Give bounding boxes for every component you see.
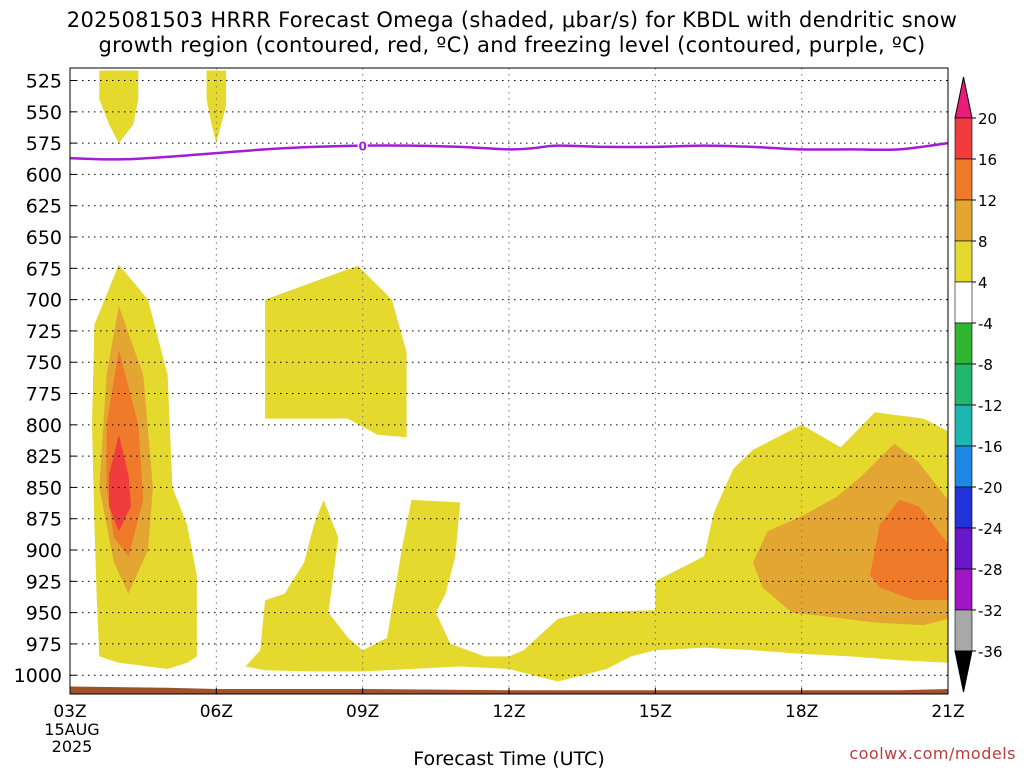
colorbar-label: -20 xyxy=(978,479,1003,497)
x-tick-label: 18Z xyxy=(785,702,818,722)
y-tick-label: 825 xyxy=(26,446,62,468)
colorbar-label: -24 xyxy=(978,520,1003,538)
y-axis: 525 550 575 600 625 650 675 700 725 750 775 800 825 8… xyxy=(14,71,76,687)
colorbar-top-triangle xyxy=(954,76,973,119)
x-tick-label: 15Z xyxy=(639,702,672,722)
y-tick-label: 575 xyxy=(26,133,62,155)
colorbar-label: -12 xyxy=(978,397,1003,415)
colorbar-label: 4 xyxy=(978,274,988,292)
colorbar-label: 16 xyxy=(978,151,997,169)
colorbar-bin xyxy=(954,117,973,160)
credit-text: coolwx.com/models xyxy=(849,744,1016,763)
freezing-level-label: 0 xyxy=(358,140,366,154)
x-tick-label: 21Z xyxy=(931,702,964,722)
colorbar-label: -8 xyxy=(978,356,993,374)
omega-region-1 xyxy=(206,70,227,144)
y-tick-label: 625 xyxy=(26,196,62,218)
colorbar-bin xyxy=(954,568,973,611)
colorbar-label: 8 xyxy=(978,233,988,251)
grid-lines xyxy=(70,68,948,694)
omega-region-9 xyxy=(870,499,948,601)
colorbar: 20 16 12 8 4 -4 -8 -12 -16 -20 -24 -28 -32 -36 xyxy=(954,76,1003,693)
colorbar-bin xyxy=(954,363,973,406)
y-tick-label: 550 xyxy=(26,102,62,124)
colorbar-bin xyxy=(954,609,973,652)
y-tick-label: 850 xyxy=(26,477,62,499)
colorbar-bin xyxy=(954,322,973,365)
x-tick-label: 12Z xyxy=(492,702,525,722)
colorbar-bin xyxy=(954,404,973,447)
y-tick-label: 975 xyxy=(26,634,62,656)
freezing-level-contour: 0 xyxy=(69,138,949,161)
freezing-level-label-bg xyxy=(357,138,368,153)
omega-region-0 xyxy=(99,70,139,144)
y-tick-label: 725 xyxy=(26,321,62,343)
x-date-label: 2025 xyxy=(52,737,93,756)
y-tick-label: 525 xyxy=(26,71,62,93)
colorbar-label: -16 xyxy=(978,438,1003,456)
x-tick-label: 06Z xyxy=(200,702,233,722)
y-tick-label: 675 xyxy=(26,258,62,280)
x-axis-label: Forecast Time (UTC) xyxy=(413,748,604,768)
omega-region-5 xyxy=(109,434,131,532)
x-tick-label: 03Z xyxy=(53,702,86,722)
colorbar-bin xyxy=(954,281,973,324)
x-tick-label: 09Z xyxy=(346,702,379,722)
colorbar-label: 20 xyxy=(978,110,997,128)
y-tick-label: 650 xyxy=(26,227,62,249)
omega-shading xyxy=(92,70,949,682)
colorbar-bin xyxy=(954,527,973,570)
y-tick-label: 1000 xyxy=(14,665,62,687)
y-tick-label: 600 xyxy=(26,164,62,186)
y-tick-label: 900 xyxy=(26,540,62,562)
colorbar-bin xyxy=(954,158,973,201)
colorbar-label: -36 xyxy=(978,643,1003,661)
freezing-level-line xyxy=(69,141,949,161)
y-tick-label: 800 xyxy=(26,415,62,437)
colorbar-bin xyxy=(954,240,973,283)
x-date-label: 15AUG xyxy=(44,720,99,739)
colorbar-label: 12 xyxy=(978,192,997,210)
omega-region-6 xyxy=(265,265,407,438)
y-tick-label: 750 xyxy=(26,352,62,374)
colorbar-bin xyxy=(954,199,973,242)
colorbar-label: -28 xyxy=(978,561,1003,579)
colorbar-bottom-triangle xyxy=(954,650,973,693)
colorbar-bin xyxy=(954,445,973,488)
chart-title-line-1: 2025081503 HRRR Forecast Omega (shaded, … xyxy=(66,8,958,32)
y-tick-label: 700 xyxy=(26,290,62,312)
omega-region-7 xyxy=(245,412,949,682)
y-tick-label: 950 xyxy=(26,603,62,625)
colorbar-label: -4 xyxy=(978,315,993,333)
y-tick-label: 775 xyxy=(26,384,62,406)
chart-title-line-2: growth region (contoured, red, ºC) and f… xyxy=(98,33,926,57)
y-tick-label: 925 xyxy=(26,571,62,593)
colorbar-bin xyxy=(954,486,973,529)
colorbar-label: -32 xyxy=(978,602,1003,620)
y-tick-label: 875 xyxy=(26,509,62,531)
